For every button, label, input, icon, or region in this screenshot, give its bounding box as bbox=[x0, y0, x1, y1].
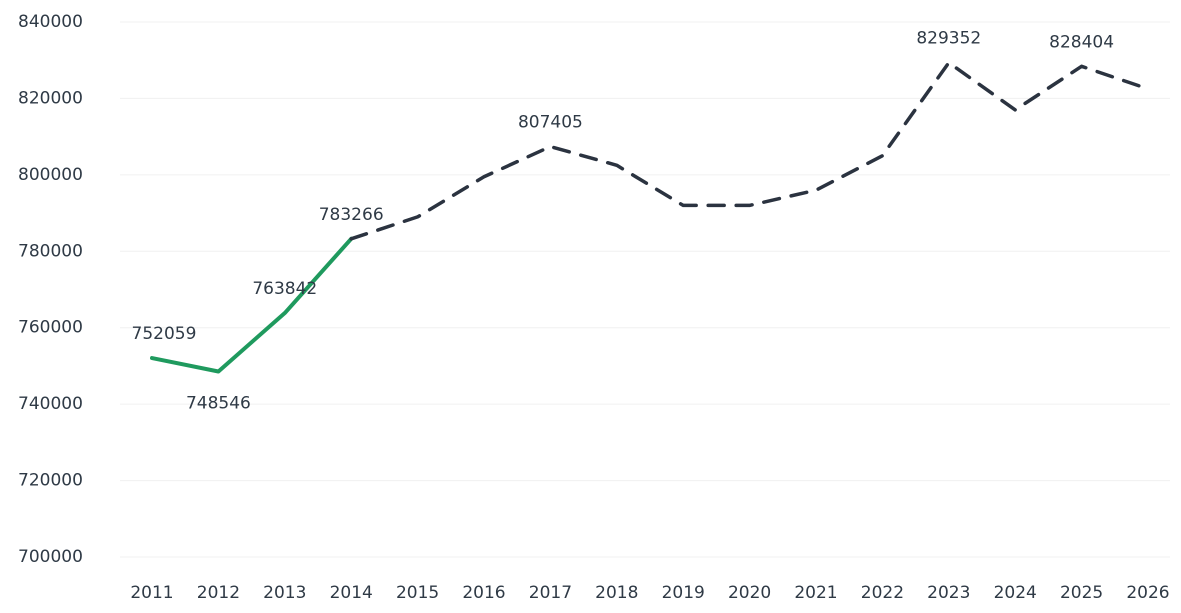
x-tick-label: 2020 bbox=[728, 583, 771, 603]
x-tick-label: 2012 bbox=[197, 583, 240, 603]
x-tick-label: 2011 bbox=[130, 583, 173, 603]
x-tick-label: 2017 bbox=[529, 583, 572, 603]
y-tick-label: 700000 bbox=[18, 547, 83, 567]
x-tick-label: 2018 bbox=[595, 583, 638, 603]
data-label: 828404 bbox=[1049, 32, 1114, 52]
y-tick-label: 800000 bbox=[18, 165, 83, 185]
x-tick-label: 2016 bbox=[462, 583, 505, 603]
x-tick-label: 2022 bbox=[861, 583, 904, 603]
x-tick-label: 2021 bbox=[794, 583, 837, 603]
x-tick-label: 2014 bbox=[330, 583, 373, 603]
x-tick-label: 2013 bbox=[263, 583, 306, 603]
data-label: 763842 bbox=[252, 279, 317, 299]
y-tick-label: 820000 bbox=[18, 88, 83, 108]
y-tick-label: 780000 bbox=[18, 241, 83, 261]
data-label: 748546 bbox=[186, 393, 251, 413]
y-tick-label: 740000 bbox=[18, 394, 83, 414]
x-tick-label: 2026 bbox=[1126, 583, 1169, 603]
x-tick-label: 2019 bbox=[662, 583, 705, 603]
series-line bbox=[349, 60, 1150, 241]
data-label: 783266 bbox=[319, 205, 384, 225]
x-tick-label: 2023 bbox=[927, 583, 970, 603]
x-tick-label: 2025 bbox=[1060, 583, 1103, 603]
x-tick-label: 2015 bbox=[396, 583, 439, 603]
x-tick-label: 2024 bbox=[994, 583, 1037, 603]
data-label: 807405 bbox=[518, 113, 583, 133]
data-label: 829352 bbox=[916, 29, 981, 49]
series-line bbox=[150, 236, 354, 374]
data-label: 752059 bbox=[132, 324, 197, 344]
y-tick-label: 760000 bbox=[18, 318, 83, 338]
y-tick-label: 720000 bbox=[18, 471, 83, 491]
y-tick-label: 840000 bbox=[18, 12, 83, 32]
